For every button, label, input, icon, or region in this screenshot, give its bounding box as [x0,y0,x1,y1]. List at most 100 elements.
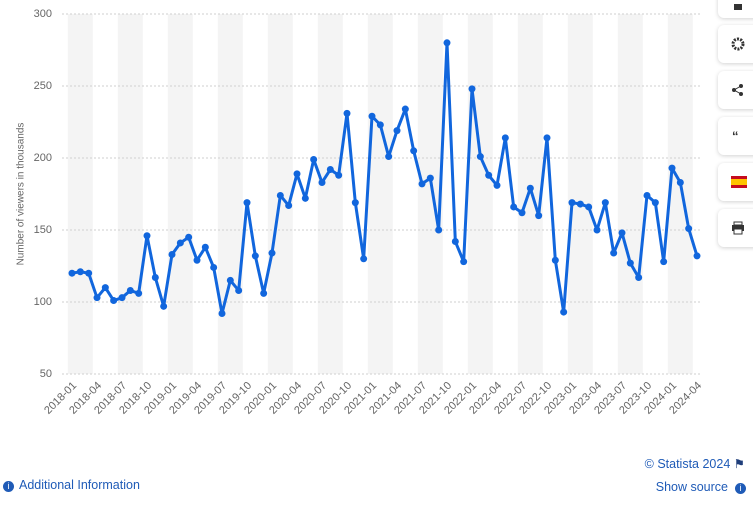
y-tick-label: 150 [34,224,52,236]
data-point [435,226,443,234]
data-point [335,171,343,179]
data-point [468,85,476,93]
data-point [601,199,609,207]
cite-button[interactable]: “ [718,117,753,155]
data-point [518,209,526,217]
band [667,14,693,374]
data-point [643,191,651,199]
chart: Number of viewers in thousands 50 100 150 2… [16,8,705,417]
data-point [410,147,418,155]
data-point [76,268,84,276]
data-point [160,302,168,310]
data-point [201,243,209,251]
data-point [418,180,426,188]
data-point [551,256,559,264]
copyright[interactable]: © Statista 2024 ⚑ [644,457,745,471]
data-point [476,153,484,161]
data-point [426,174,434,182]
download-button[interactable] [718,0,753,18]
svg-text:“: “ [732,129,739,143]
data-point [351,199,359,207]
data-point [301,194,309,202]
data-point [493,181,501,189]
band [367,14,393,374]
data-point [626,259,634,267]
data-point [510,203,518,211]
data-line [71,41,699,316]
data-point [685,225,693,233]
y-tick-label: 250 [34,80,52,92]
data-point [268,249,276,257]
data-point [660,258,668,266]
y-axis-label: Number of viewers in thousands [16,123,27,266]
data-point [85,269,93,277]
band [467,14,493,374]
data-point [168,250,176,258]
show-source-text: Show source [655,480,728,494]
data-point [451,238,459,246]
data-point [176,239,184,247]
data-point [235,286,243,294]
data-point [210,263,218,271]
print-button[interactable] [718,209,753,247]
data-point [393,127,401,135]
band [417,14,443,374]
copyright-text: © Statista 2024 [644,457,731,471]
data-point [543,134,551,142]
band [567,14,593,374]
additional-info[interactable]: i Additional Information [3,478,140,492]
data-point [243,199,251,207]
y-tick-label: 300 [34,8,52,20]
data-point [285,202,293,210]
band [67,14,93,374]
data-point [485,171,493,179]
data-point [635,274,643,282]
data-point [360,255,368,263]
share-button[interactable] [718,71,753,109]
data-point [526,184,534,192]
data-point [693,252,701,260]
band [317,14,343,374]
y-tick-label: 50 [40,368,52,380]
data-point [101,284,109,292]
language-button[interactable] [718,163,753,201]
data-point [368,112,376,120]
data-point [251,252,259,260]
data-point [151,274,159,282]
data-point [193,256,201,264]
data-point [668,164,676,172]
settings-button[interactable] [718,25,753,63]
data-point [326,166,334,174]
data-point [185,233,193,241]
data-point [460,258,468,266]
show-source[interactable]: Show source i [656,480,746,494]
data-point [118,294,126,302]
data-point [143,232,151,240]
data-point [651,199,659,207]
data-point [226,276,234,284]
band [117,14,143,374]
data-point [110,297,118,305]
data-point [293,170,301,178]
data-point [443,39,451,47]
data-point [260,289,268,297]
data-point [276,191,284,199]
data-point [310,155,318,163]
data-point [585,203,593,211]
data-point [618,229,626,237]
band [517,14,543,374]
data-point [68,269,76,277]
data-point [93,294,101,302]
data-point [385,153,393,161]
data-point [218,310,226,318]
data-point [401,105,409,113]
y-tick-label: 100 [34,296,52,308]
data-point [676,178,684,186]
y-tick-label: 200 [34,152,52,164]
additional-info-text: Additional Information [19,478,140,492]
band [167,14,193,374]
data-point [560,308,568,316]
data-point [568,199,576,207]
data-point [576,200,584,208]
